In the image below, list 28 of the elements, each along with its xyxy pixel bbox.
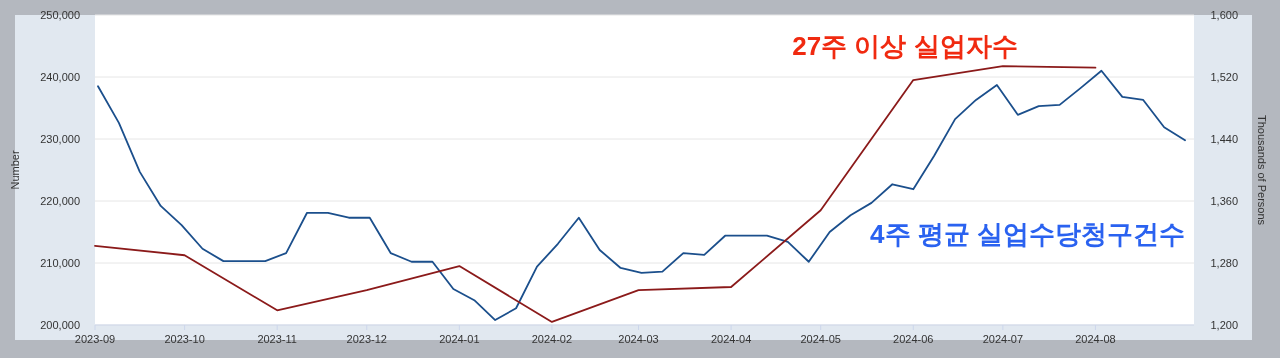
y-axis-title: Number [9,150,21,190]
y-tick-label: 220,000 [40,195,80,207]
series-label: 27주 이상 실업자수 [792,31,1018,61]
x-tick-label: 2024-07 [982,333,1024,345]
x-tick-label: 2024-06 [893,333,934,345]
y-tick-label: 230,000 [40,133,80,145]
y2-axis-title: Thousands of Persons [1256,114,1268,226]
y-tick-label: 250,000 [40,9,80,21]
x-tick-label: 2024-01 [439,333,480,345]
y2-tick-label: 1,200 [1210,319,1238,331]
y2-tick-label: 1,520 [1210,71,1238,83]
y2-tick-label: 1,440 [1210,133,1238,145]
x-tick-label: 2024-05 [800,333,841,345]
x-tick-label: 2023-09 [74,333,116,345]
x-tick-label: 2023-10 [164,333,205,345]
y2-tick-label: 1,280 [1210,257,1238,269]
x-tick-label: 2024-02 [531,333,573,345]
y2-tick-label: 1,360 [1210,195,1238,207]
x-tick-label: 2024-03 [618,333,659,345]
y-tick-label: 240,000 [40,71,80,83]
y-tick-label: 200,000 [40,319,80,331]
series-label: 4주 평균 실업수당청구건수 [870,219,1185,249]
x-tick-label: 2024-04 [710,333,752,345]
x-tick-label: 2023-12 [346,333,387,345]
y2-tick-label: 1,600 [1210,9,1238,21]
y-tick-label: 210,000 [40,257,80,269]
x-tick-label: 2024-08 [1075,333,1116,345]
x-tick-label: 2023-11 [257,333,297,345]
